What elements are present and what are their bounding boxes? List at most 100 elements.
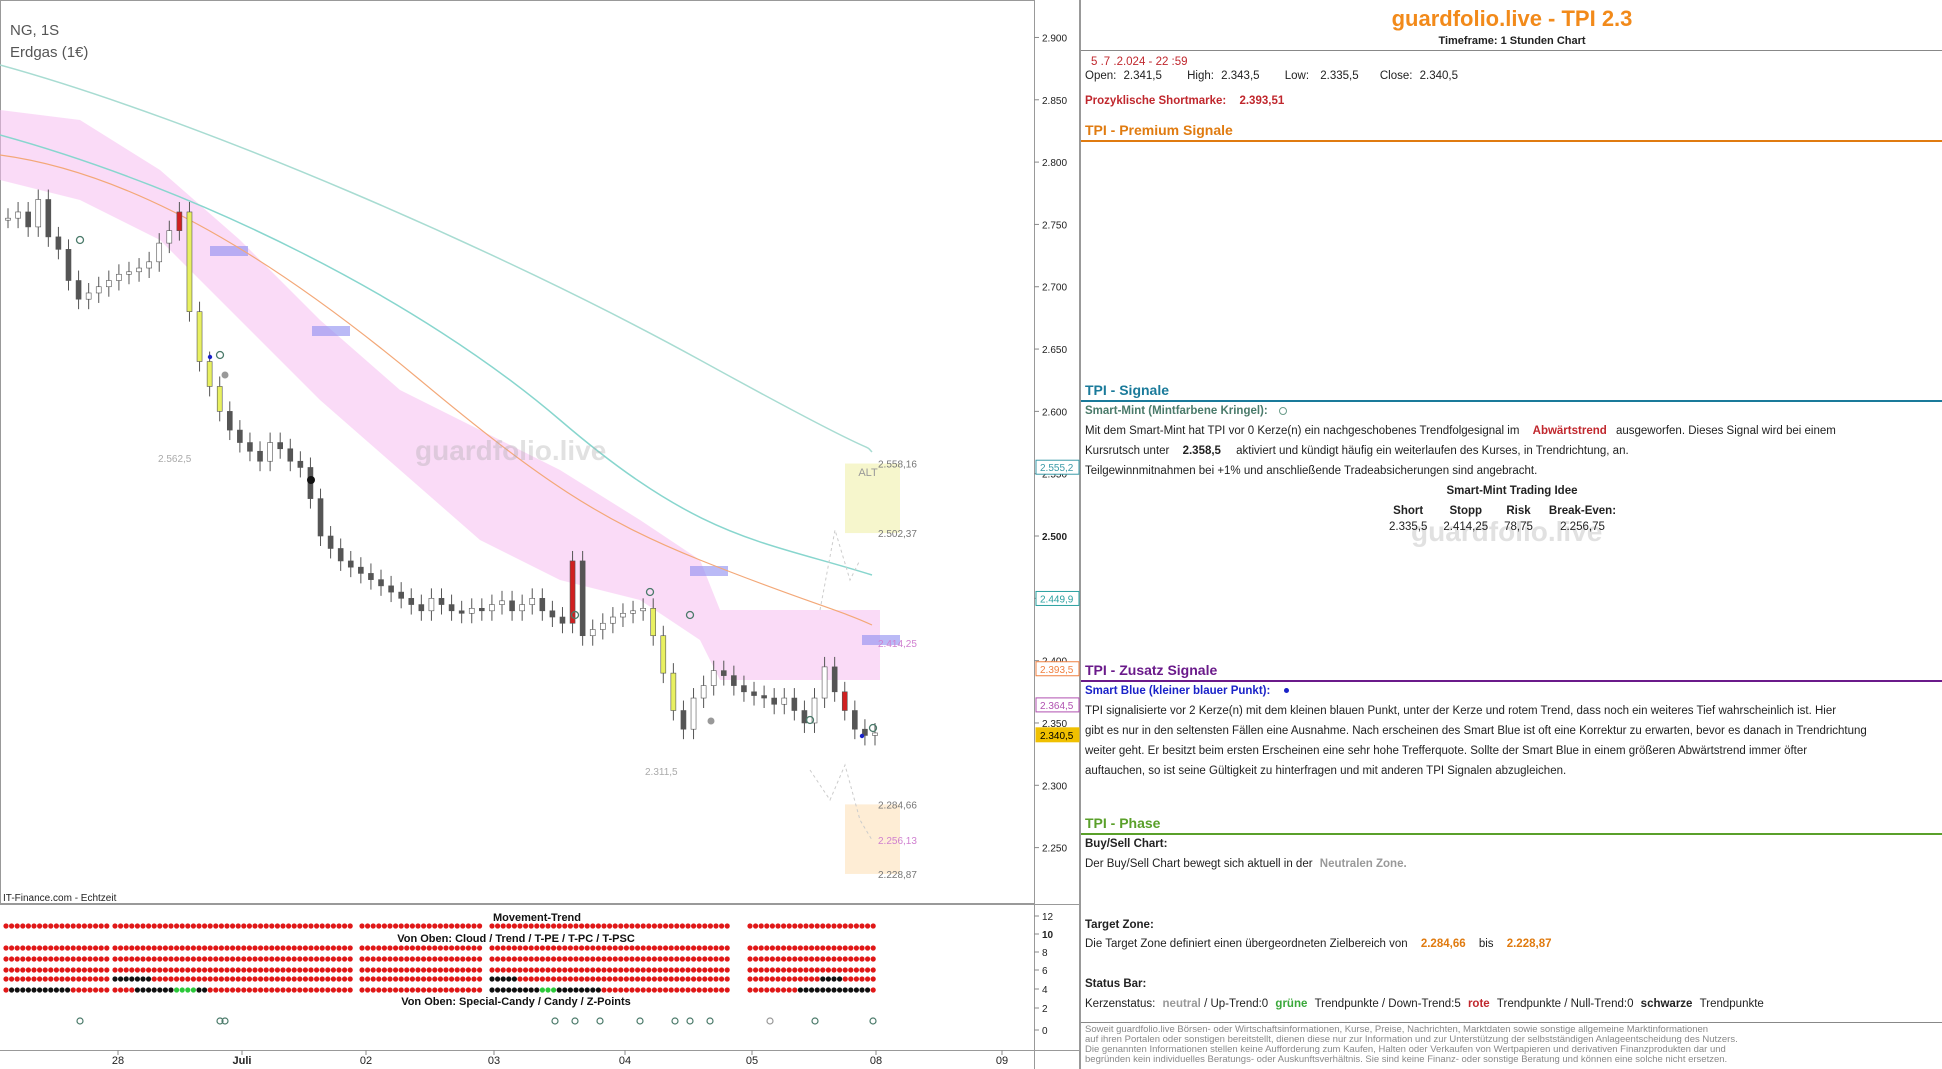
smart-mint-text-1a: Mit dem Smart-Mint hat TPI vor 0 Kerze(n… (1085, 425, 1520, 437)
trend-dot (190, 956, 196, 962)
trend-dot (528, 976, 534, 982)
trend-dot (842, 945, 848, 951)
trend-dot (48, 945, 54, 951)
trend-dot (174, 967, 180, 973)
trend-dot (668, 987, 674, 993)
trend-dot (825, 956, 832, 962)
trend-dot (579, 956, 585, 962)
trend-dot (848, 956, 854, 962)
z-point-9 (706, 1017, 714, 1025)
trend-dot (235, 923, 241, 929)
trend-dot (853, 945, 860, 951)
trend-dot (104, 976, 110, 982)
trend-dot (104, 967, 110, 973)
trend-dot (471, 945, 477, 951)
trend-dot (842, 987, 848, 993)
price-marker-label-4: 2.340,5 (1040, 731, 1074, 742)
candle-body (660, 635, 667, 674)
trend-dot (859, 987, 865, 993)
price-marker-label-2: 2.393,5 (1040, 665, 1074, 676)
trend-dot (359, 976, 365, 982)
trend-dot (302, 987, 308, 993)
trend-dot (381, 956, 387, 962)
trend-dot (415, 987, 421, 993)
trend-dot (319, 945, 325, 951)
trend-dot (443, 976, 449, 982)
trend-dot (764, 945, 770, 951)
trend-dot (797, 967, 804, 973)
candle-body (801, 710, 808, 724)
trend-dot (359, 987, 365, 993)
candle-body (458, 610, 465, 614)
trend-dot (545, 945, 551, 951)
trend-dot (663, 956, 669, 962)
trend-dot (803, 967, 809, 973)
trend-dot (601, 945, 607, 951)
trend-dot (9, 923, 15, 929)
trend-dot (42, 967, 48, 973)
trading-idea-title: Smart-Mint Trading Idee (1446, 485, 1578, 497)
trend-dot (274, 987, 280, 993)
trend-dot (87, 967, 93, 973)
trend-dot (556, 967, 562, 973)
trend-dot (573, 945, 579, 951)
trend-dot (517, 923, 523, 929)
trend-dot (76, 923, 82, 929)
trend-dot (443, 967, 449, 973)
trend-dot (415, 976, 421, 982)
trend-dot (612, 923, 618, 929)
trend-dot (426, 923, 432, 929)
level-label-5: 2.228,87 (878, 870, 917, 881)
trend-dot (308, 945, 314, 951)
trend-dot (426, 945, 432, 951)
trend-dot (398, 987, 404, 993)
smart-mint-text-1c: ausgeworfen. Dieses Signal wird bei eine… (1615, 425, 1836, 437)
trend-dot (859, 945, 865, 951)
trend-dot (477, 956, 483, 962)
trend-dot (98, 987, 104, 993)
trend-dot (820, 945, 826, 951)
trend-dot (865, 967, 871, 973)
trend-dot (797, 923, 804, 929)
candle-body (317, 498, 324, 537)
z-point-2 (221, 1017, 229, 1025)
trend-dot (393, 956, 399, 962)
trend-dot (432, 923, 438, 929)
trend-dot (70, 956, 76, 962)
signal-box-0 (210, 246, 248, 256)
indicator-axis-label-5: 2 (1042, 1004, 1048, 1015)
chart-area[interactable]: 2.558,16 2.502,37 2.414,25 2.284,66 2.256,13… (0, 0, 1080, 1069)
candle-body (771, 697, 777, 705)
trend-dot (258, 923, 264, 929)
price-chart[interactable]: 2.558,16 2.502,37 2.414,25 2.284,66 2.256,13… (0, 0, 1080, 1069)
trend-dot (454, 923, 460, 929)
candle-body (126, 271, 132, 275)
indicator-axis-label-4: 4 (1042, 985, 1048, 996)
trend-dot (426, 967, 432, 973)
trend-dot (870, 967, 876, 973)
trend-dot (207, 956, 213, 962)
trend-dot (853, 967, 860, 973)
candle-body (25, 211, 31, 228)
trend-dot (409, 976, 415, 982)
candle-body (337, 548, 344, 562)
trend-dot (471, 956, 477, 962)
trend-dot (584, 945, 590, 951)
trend-dot (679, 956, 686, 962)
trend-dot (76, 976, 82, 982)
trend-dot (432, 945, 438, 951)
trend-dot (134, 967, 140, 973)
trend-dot (196, 967, 202, 973)
trend-dot (528, 923, 534, 929)
trend-dot (230, 976, 236, 982)
trend-dot (528, 987, 534, 993)
trend-dot (562, 987, 568, 993)
trend-dot (59, 945, 65, 951)
trend-dot (713, 956, 719, 962)
trend-dot (376, 987, 382, 993)
blue-dot-icon (1283, 688, 1289, 694)
trend-dot (454, 976, 460, 982)
trend-dot (607, 967, 613, 973)
trend-dot (291, 945, 297, 951)
trend-dot (842, 923, 848, 929)
